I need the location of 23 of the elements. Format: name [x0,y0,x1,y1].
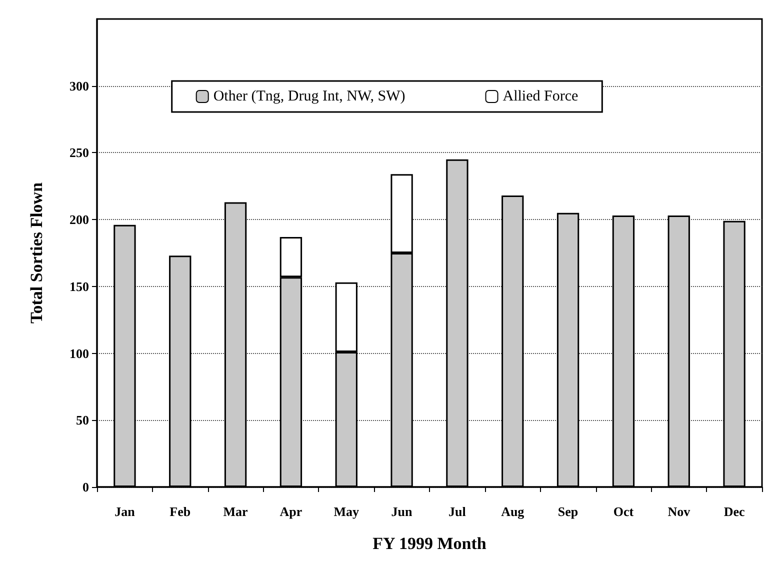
x-tick-label: Jun [391,504,414,519]
x-tick-label: Jul [448,504,466,519]
y-axis-title: Total Sorties Flown [27,182,46,324]
x-tick-label: Oct [613,504,634,519]
legend-label: Other (Tng, Drug Int, NW, SW) [213,88,406,104]
y-tick-label: 100 [70,346,89,361]
y-tick-label: 250 [70,145,89,160]
y-tick-label: 150 [70,278,89,294]
x-tick-label: May [334,504,360,519]
y-tick-label: 0 [82,480,89,494]
y-tick-label: 50 [76,412,89,428]
x-tick-label: Aug [501,504,525,519]
x-tick-label: Sep [558,504,578,519]
y-tick-label: 300 [70,78,89,94]
x-tick-label: Nov [668,504,691,519]
x-tick-label: Apr [280,504,302,519]
y-tick-label: 200 [70,212,89,228]
x-tick-label: Jan [114,504,136,519]
x-tick-label: Mar [223,504,248,519]
x-axis-title: FY 1999 Month [372,534,487,553]
x-tick-label: Dec [724,504,745,519]
legend-label: Allied Force [502,88,578,104]
x-tick-label: Feb [170,504,191,519]
